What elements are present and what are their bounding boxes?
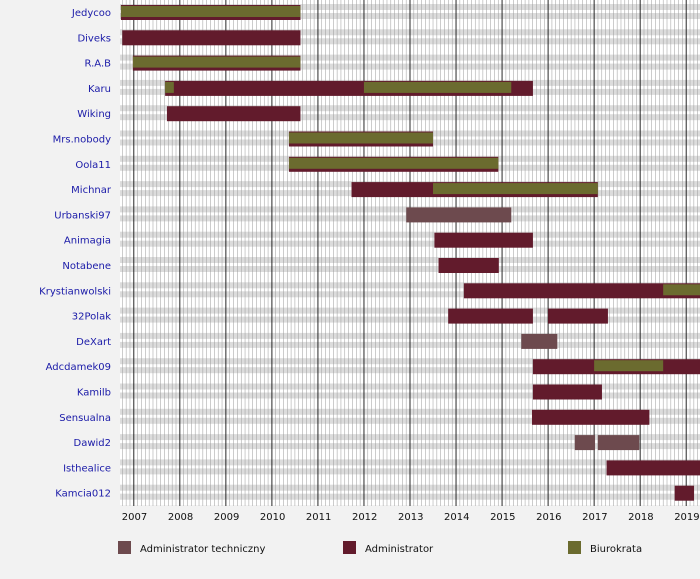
user-label: Adcdamek09 [46,362,111,373]
bar-bureaucrat [594,360,664,372]
user-label: Mrs.nobody [53,135,111,146]
year-tick-label: 2007 [122,512,147,523]
year-axis: 2007 2008 2009 2010 2011 2012 2013 2014 2015 2016… [122,512,700,523]
bar-administrator [463,283,700,299]
bar-bureaucrat [132,56,301,68]
user-label: Isthealice [63,463,111,474]
bar-bureaucrat [433,183,598,195]
user-label: Animagia [64,236,111,247]
bar-bureaucrat [165,81,174,93]
user-label: DeXart [76,337,111,348]
user-label: Kamcia012 [55,489,111,500]
user-label: R.A.B [85,59,112,70]
user-label: Sensualna [59,413,111,424]
bar-technical-admin [597,435,640,451]
year-tick-label: 2009 [214,512,239,523]
bar-administrator [122,30,301,46]
bar-administrator [532,384,602,400]
bar-administrator [674,485,695,501]
year-tick-label: 2013 [398,512,423,523]
year-tick-label: 2017 [582,512,607,523]
bar-bureaucrat [288,132,434,144]
bar-administrator [548,308,608,324]
legend-swatch-admin [343,541,356,554]
bar-administrator [434,232,533,248]
bar-bureaucrat [120,6,301,17]
year-tick-label: 2010 [260,512,285,523]
bar-bureaucrat [288,157,499,169]
user-label: Oola11 [75,160,111,171]
bar-administrator [438,258,499,273]
year-tick-label: 2008 [168,512,193,523]
year-tick-label: 2012 [352,512,377,523]
user-label: 32Polak [72,312,111,323]
year-tick-label: 2018 [628,512,653,523]
user-label: Krystianwolski [39,286,111,297]
user-labels: Jedycoo Diveks R.A.B Karu Wiking Mrs.nobody Oo… [39,8,112,500]
bar-technical-admin [574,435,596,451]
user-label: Diveks [77,33,111,44]
user-label: Wiking [77,109,111,120]
legend-label-tech: Administrator techniczny [140,544,265,555]
bar-bureaucrat [363,81,512,93]
legend-swatch-bureau [568,541,581,554]
year-tick-label: 2016 [536,512,561,523]
user-label: Michnar [71,185,112,196]
bar-technical-admin [521,333,558,349]
user-label: Karu [88,84,111,95]
bar-technical-admin [406,207,512,223]
bar-administrator [531,409,650,425]
year-tick-label: 2014 [444,512,469,523]
user-label: Notabene [62,261,111,272]
legend-label-admin: Administrator [365,544,434,555]
user-label: Kamilb [77,388,111,399]
user-label: Urbanski97 [54,210,111,221]
legend-label-bureau: Biurokrata [590,544,642,555]
user-label: Dawid2 [74,438,112,449]
tenure-bars [120,5,700,501]
legend-swatch-tech [118,541,131,554]
year-tick-label: 2019 [674,512,699,523]
bar-bureaucrat [663,284,700,296]
year-tick-label: 2015 [490,512,515,523]
bar-administrator [448,308,533,324]
legend: Administrator techniczny Administrator Biu… [118,541,642,555]
bar-administrator [166,106,301,122]
year-tick-label: 2011 [306,512,331,523]
user-label: Jedycoo [71,8,111,19]
bar-administrator [606,460,700,476]
